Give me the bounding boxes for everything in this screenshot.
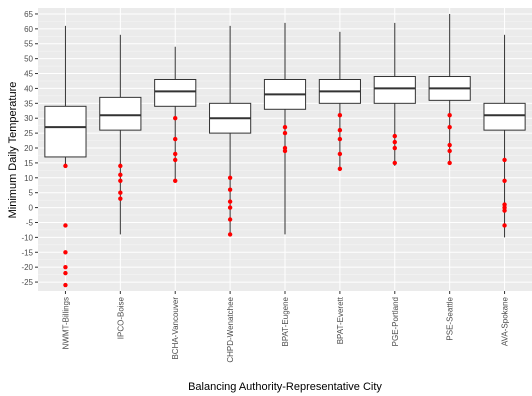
y-tick-label: -5 xyxy=(26,218,34,227)
box-iqr xyxy=(483,102,526,131)
box-BCHA-Vancouver xyxy=(154,46,197,183)
outlier-point xyxy=(118,163,123,169)
outlier-point xyxy=(337,166,343,172)
box-iqr xyxy=(373,76,416,104)
outlier-point xyxy=(63,223,68,228)
box-BPAT-Eugene xyxy=(263,22,307,235)
x-tick-label: CHPD-Wenatchee xyxy=(226,296,235,362)
outlier-point xyxy=(502,223,507,228)
y-tick-label: 30 xyxy=(24,114,33,123)
box-PGE-Portland xyxy=(373,22,416,166)
box-PSE-Seattle xyxy=(428,13,471,166)
outlier-point xyxy=(337,127,343,133)
outlier-point xyxy=(173,157,178,163)
x-tick-label: IPCO-Boise xyxy=(116,296,125,339)
outlier-point xyxy=(392,133,397,139)
outlier-point xyxy=(227,187,233,192)
y-tick-label: 40 xyxy=(24,84,33,93)
outlier-point xyxy=(502,178,507,183)
y-tick-label: 25 xyxy=(24,129,33,138)
y-tick-label: -15 xyxy=(21,248,33,257)
outlier-point xyxy=(173,178,178,183)
outlier-point xyxy=(392,139,397,145)
y-tick-label: 10 xyxy=(24,174,33,183)
outlier-point xyxy=(392,160,397,166)
y-tick-label: 20 xyxy=(24,144,33,153)
outlier-point xyxy=(282,130,288,136)
outlier-point xyxy=(118,190,123,195)
x-tick-label: PSE-Seattle xyxy=(446,296,455,340)
outlier-point xyxy=(173,136,178,142)
box-BPAT-Everett xyxy=(318,31,361,172)
box-AVA-Spokane xyxy=(483,34,526,238)
outlier-point xyxy=(227,232,233,237)
outlier-point xyxy=(282,124,288,130)
outlier-point xyxy=(227,175,233,180)
y-tick-label: 0 xyxy=(29,204,34,213)
outlier-point xyxy=(227,199,233,204)
y-tick-label: 55 xyxy=(24,40,33,49)
outlier-point xyxy=(173,151,178,157)
box-NWMT-Billings xyxy=(44,25,87,288)
outlier-point xyxy=(447,142,452,148)
box-iqr xyxy=(99,96,142,131)
box-series xyxy=(44,13,526,288)
y-tick-label: -25 xyxy=(21,278,33,287)
outlier-point xyxy=(337,136,343,142)
outlier-point xyxy=(502,208,507,213)
outlier-point xyxy=(118,196,123,201)
outlier-point xyxy=(447,148,452,154)
y-tick-label: 65 xyxy=(24,10,33,19)
outlier-point xyxy=(502,157,507,163)
y-tick-label: 60 xyxy=(24,25,33,34)
x-axis-ticks: NWMT-Billings IPCO-Boise BCHA-Vancouver CHP… xyxy=(61,291,510,363)
outlier-point xyxy=(63,163,68,169)
y-tick-label: 35 xyxy=(24,99,33,108)
x-tick-label: BCHA-Vancouver xyxy=(171,297,180,360)
y-tick-label: 45 xyxy=(24,70,33,79)
outlier-point xyxy=(337,113,343,118)
y-axis-ticks: -25 -20 -15 -10 -5 0 5 10 15 20 25 30 35 40 45 50 55 60 65 xyxy=(21,10,38,287)
outlier-point xyxy=(227,205,233,210)
outlier-point xyxy=(63,270,68,276)
outlier-point xyxy=(282,148,288,154)
x-tick-label: BPAT-Everett xyxy=(336,296,345,344)
y-tick-label: 5 xyxy=(29,189,34,198)
outlier-point xyxy=(227,217,233,222)
box-CHPD-Wenatchee xyxy=(209,25,252,237)
outlier-point xyxy=(447,160,452,166)
x-axis-title: Balancing Authority-Representative City xyxy=(188,381,382,393)
x-tick-label: NWMT-Billings xyxy=(61,297,70,349)
x-tick-label: PGE-Portland xyxy=(391,297,400,346)
box-iqr xyxy=(154,78,197,107)
outlier-point xyxy=(447,113,452,118)
box-iqr xyxy=(44,105,87,158)
y-axis-title: Minimum Daily Temperature xyxy=(7,82,19,219)
y-tick-label: -20 xyxy=(21,263,33,272)
outlier-point xyxy=(63,250,68,255)
outlier-point xyxy=(63,282,68,288)
outlier-point xyxy=(392,145,397,151)
y-tick-label: 50 xyxy=(24,55,33,64)
x-tick-label: BPAT-Eugene xyxy=(281,296,290,346)
y-tick-label: -10 xyxy=(21,233,33,242)
outlier-point xyxy=(118,178,123,183)
outlier-point xyxy=(337,151,343,157)
outlier-point xyxy=(118,172,123,178)
box-IPCO-Boise xyxy=(99,34,142,235)
y-tick-label: 15 xyxy=(24,159,33,168)
outlier-point xyxy=(447,124,452,130)
outlier-point xyxy=(173,116,178,121)
x-tick-label: AVA-Spokane xyxy=(501,296,510,346)
outlier-point xyxy=(63,264,68,270)
